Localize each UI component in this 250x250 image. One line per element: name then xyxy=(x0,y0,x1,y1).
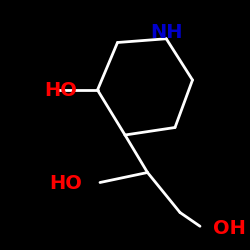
Text: OH: OH xyxy=(212,218,246,238)
Text: NH: NH xyxy=(150,23,182,42)
Text: HO: HO xyxy=(44,80,76,100)
Text: HO: HO xyxy=(50,174,82,193)
